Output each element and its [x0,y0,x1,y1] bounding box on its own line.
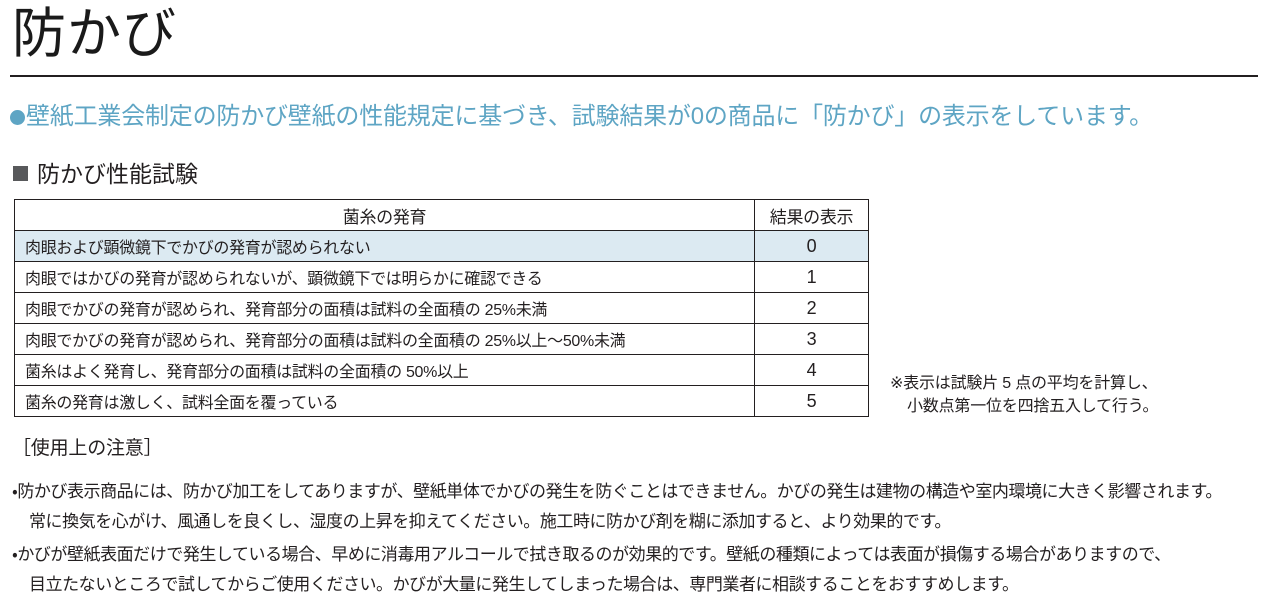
lead-statement: 壁紙工業会制定の防かび壁紙の性能規定に基づき、試験結果が0の商品に「防かび」の表… [10,101,1260,133]
usage-note-line2: 常に換気を心がけ、風通しを良くし、湿度の上昇を抑えてください。施工時に防かび剤を… [29,512,951,531]
cell-description: 肉眼および顕微鏡下でかびの発育が認められない [14,230,755,262]
usage-notes-title: ［使用上の注意］ [12,438,163,459]
cell-description: 肉眼ではかびの発育が認められないが、顕微鏡下では明らかに確認できる [14,261,755,293]
cell-score: 3 [754,323,869,355]
table-row: 肉眼でかびの発育が認められ、発育部分の面積は試料の全面積の 25%未満 2 [14,292,869,324]
section-heading-text: 防かび性能試験 [37,161,198,187]
cell-description: 肉眼でかびの発育が認められ、発育部分の面積は試料の全面積の 25%以上〜50%未… [14,323,755,355]
table-row: 肉眼ではかびの発育が認められないが、顕微鏡下では明らかに確認できる 1 [14,261,869,293]
cell-description: 菌糸の発育は激しく、試料全面を覆っている [14,385,755,417]
square-bullet-icon [13,166,28,181]
section-heading: 防かび性能試験 [13,159,198,189]
table-footnote-line1: ※表示は試験片 5 点の平均を計算し、 [890,375,1158,392]
column-header-result: 結果の表示 [754,199,869,231]
cell-score: 2 [754,292,869,324]
table-row: 菌糸はよく発育し、発育部分の面積は試料の全面積の 50%以上 4 [14,354,869,386]
column-header-growth: 菌糸の発育 [14,199,755,231]
table-body: 肉眼および顕微鏡下でかびの発育が認められない 0 肉眼ではかびの発育が認められな… [14,230,869,417]
lead-statement-text: 壁紙工業会制定の防かび壁紙の性能規定に基づき、試験結果が0の商品に「防かび」の表… [26,103,1153,130]
cell-score: 1 [754,261,869,293]
usage-note-line2: 目立たないところで試してからご使用ください。かびが大量に発生してしまった場合は、… [29,575,1019,594]
title-block: 防かび [10,2,1258,66]
mold-resistance-test-table: 菌糸の発育 結果の表示 肉眼および顕微鏡下でかびの発育が認められない 0 肉眼で… [14,199,869,417]
usage-notes-list: ・防かび表示商品には、防かび加工をしてありますが、壁紙単体でかびの発生を防ぐこと… [12,477,1262,603]
usage-note-item: ・かびが壁紙表面だけで発生している場合、早めに消毒用アルコールで拭き取るのが効果… [12,540,1262,600]
cell-score: 5 [754,385,869,417]
table-header: 菌糸の発育 結果の表示 [14,199,869,231]
usage-note-line1: ・防かび表示商品には、防かび加工をしてありますが、壁紙単体でかびの発生を防ぐこと… [12,482,1222,501]
circle-bullet-icon [10,110,25,125]
table-row: 肉眼および顕微鏡下でかびの発育が認められない 0 [14,230,869,262]
cell-score: 4 [754,354,869,386]
usage-note-item: ・防かび表示商品には、防かび加工をしてありますが、壁紙単体でかびの発生を防ぐこと… [12,477,1262,537]
cell-score: 0 [754,230,869,262]
page-title: 防かび [12,4,177,64]
table-footnote-line2: 小数点第一位を四捨五入して行う。 [907,398,1159,415]
table-header-row: 菌糸の発育 結果の表示 [14,199,869,231]
cell-description: 菌糸はよく発育し、発育部分の面積は試料の全面積の 50%以上 [14,354,755,386]
cell-description: 肉眼でかびの発育が認められ、発育部分の面積は試料の全面積の 25%未満 [14,292,755,324]
title-divider [10,75,1258,77]
table-row: 菌糸の発育は激しく、試料全面を覆っている 5 [14,385,869,417]
usage-note-line1: ・かびが壁紙表面だけで発生している場合、早めに消毒用アルコールで拭き取るのが効果… [12,545,1171,564]
table-footnote: ※表示は試験片 5 点の平均を計算し、 小数点第一位を四捨五入して行う。 [890,372,1260,418]
table-row: 肉眼でかびの発育が認められ、発育部分の面積は試料の全面積の 25%以上〜50%未… [14,323,869,355]
